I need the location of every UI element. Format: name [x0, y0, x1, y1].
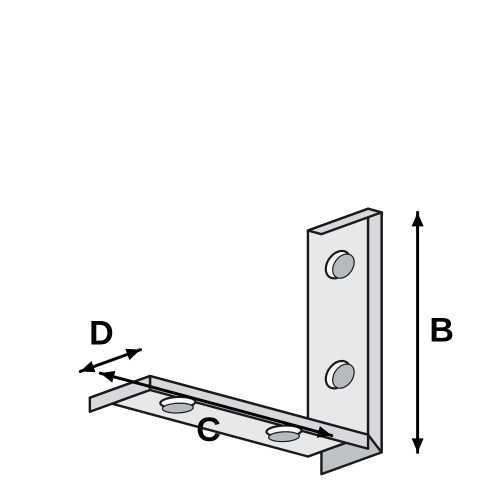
bracket-group — [90, 209, 382, 474]
hole-horizontal-2-inner — [269, 432, 300, 442]
hole-horizontal-1-inner — [162, 403, 193, 413]
dimension-label-D: D — [89, 315, 114, 353]
dimension-label-C: C — [196, 411, 221, 449]
dimension-label-B: B — [429, 311, 454, 349]
dimension-D: D — [80, 315, 140, 373]
angle-bracket-diagram: B C D — [0, 0, 500, 500]
vertical-leg-front-face — [308, 209, 368, 457]
vertical-leg-side-face — [368, 209, 382, 453]
dimension-B: B — [412, 212, 454, 452]
